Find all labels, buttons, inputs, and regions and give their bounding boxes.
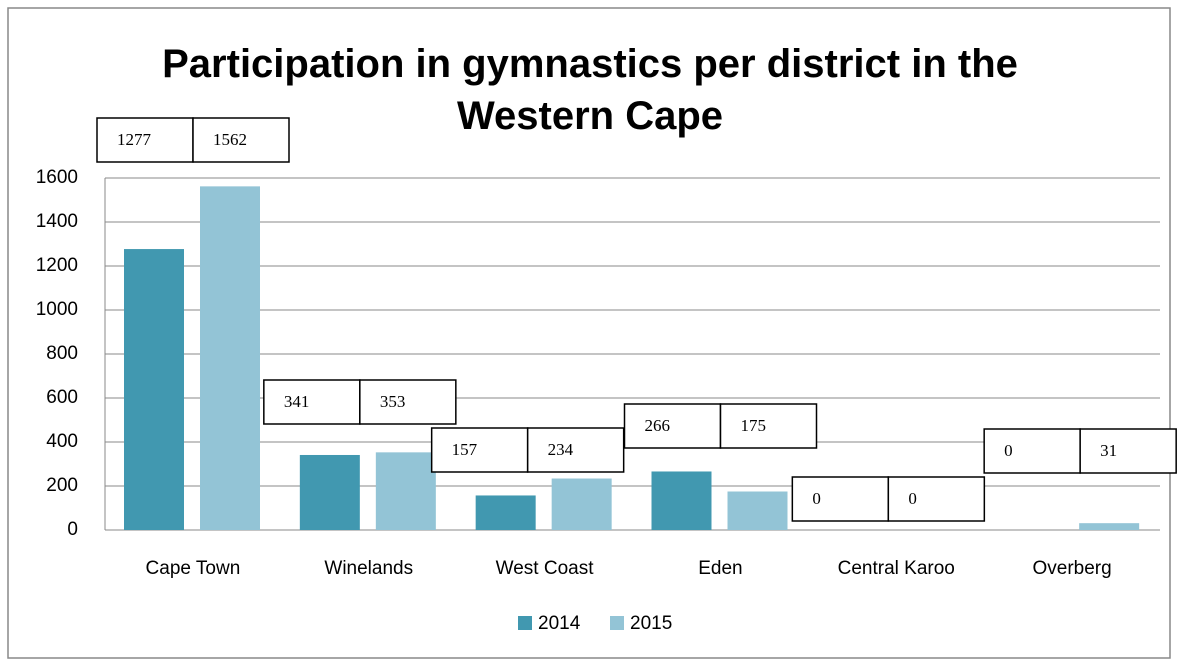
data-label: 0	[908, 489, 917, 508]
y-tick-label: 1200	[36, 255, 78, 276]
bar	[299, 454, 360, 530]
x-tick-label: Cape Town	[146, 558, 241, 579]
data-label: 1562	[213, 130, 247, 149]
y-tick-label: 200	[46, 475, 78, 496]
y-tick-label: 1600	[36, 167, 78, 188]
data-label: 0	[812, 489, 821, 508]
x-tick-label: West Coast	[496, 558, 595, 579]
data-label: 157	[452, 440, 478, 459]
data-label: 175	[741, 416, 767, 435]
bar	[375, 452, 436, 530]
data-label-box	[359, 379, 457, 425]
data-label-box	[791, 476, 890, 522]
bar	[475, 495, 536, 530]
data-label: 1277	[117, 130, 152, 149]
data-label: 341	[284, 392, 310, 411]
data-label: 234	[548, 440, 574, 459]
y-tick-label: 0	[67, 519, 78, 540]
data-label: 0	[1004, 441, 1013, 460]
y-tick-label: 600	[46, 387, 78, 408]
data-label: 31	[1100, 441, 1117, 460]
y-tick-label: 1000	[36, 299, 78, 320]
data-label: 266	[645, 416, 671, 435]
legend-swatch	[610, 616, 624, 630]
data-label-box	[526, 427, 625, 473]
y-tick-label: 800	[46, 343, 78, 364]
x-tick-label: Eden	[698, 558, 742, 579]
legend-label: 2015	[630, 613, 672, 634]
data-label-box	[983, 428, 1081, 474]
data-label-box	[263, 379, 361, 425]
bar	[1079, 523, 1140, 530]
data-label: 353	[380, 392, 406, 411]
legend-swatch	[518, 616, 532, 630]
data-label-box	[192, 117, 290, 163]
bar	[551, 478, 612, 530]
y-tick-label: 1400	[36, 211, 78, 232]
bar	[651, 471, 712, 530]
chart-border	[7, 7, 1171, 659]
bar	[200, 186, 260, 531]
bar	[124, 249, 184, 530]
legend-label: 2014	[538, 613, 581, 634]
x-tick-label: Overberg	[1032, 558, 1111, 579]
data-label-box	[719, 403, 818, 449]
data-label-box	[623, 403, 722, 449]
x-tick-label: Central Karoo	[838, 558, 955, 579]
data-label-box	[887, 476, 986, 522]
chart-title: Participation in gymnastics per district…	[162, 42, 1018, 138]
data-label-box	[430, 427, 529, 473]
bar	[727, 491, 788, 530]
x-tick-label: Winelands	[324, 558, 413, 579]
data-label-box	[96, 117, 194, 163]
y-tick-label: 400	[46, 431, 78, 452]
data-label-box	[1079, 428, 1177, 474]
